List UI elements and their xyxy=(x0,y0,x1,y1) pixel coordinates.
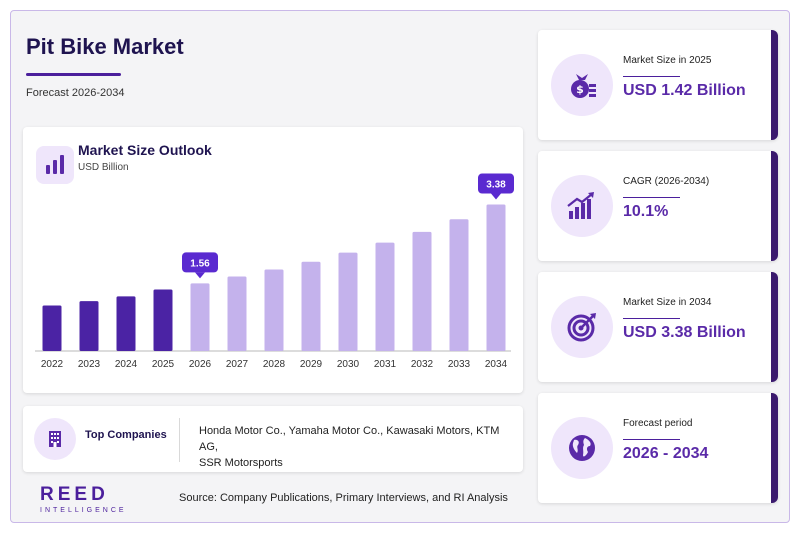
brand-logo: REED INTELLIGENCE xyxy=(40,484,127,514)
x-tick-label: 2033 xyxy=(448,359,471,370)
divider xyxy=(179,418,180,462)
x-tick-label: 2034 xyxy=(485,359,508,370)
bar-2028 xyxy=(264,269,284,351)
stat-card-forecast-period: Forecast period 2026 - 2034 xyxy=(538,393,778,503)
page-subtitle: Forecast 2026-2034 xyxy=(26,87,125,99)
bar-2024 xyxy=(116,296,136,351)
x-tick-label: 2027 xyxy=(226,359,249,370)
x-tick-label: 2025 xyxy=(152,359,175,370)
growth-chart-icon xyxy=(551,175,613,237)
stat-value: 2026 - 2034 xyxy=(623,445,709,462)
data-label-2026: 1.56 xyxy=(182,252,218,279)
data-label-2034: 3.38 xyxy=(478,173,514,200)
stat-value: USD 1.42 Billion xyxy=(623,82,746,99)
bar-2025 xyxy=(153,289,173,351)
bar-2033 xyxy=(449,219,469,351)
stat-value: 10.1% xyxy=(623,203,669,220)
bar-2030 xyxy=(338,252,358,351)
stat-label: CAGR (2026-2034) xyxy=(623,176,710,187)
x-tick-label: 2030 xyxy=(337,359,360,370)
stat-rule xyxy=(623,318,680,319)
stat-rule xyxy=(623,197,680,198)
target-icon xyxy=(551,296,613,358)
x-tick-label: 2023 xyxy=(78,359,101,370)
bar-chart: 2022 2023 2024 2025 2026 2027 2028 2029 2030 2031… xyxy=(35,173,514,370)
companies-list: Honda Motor Co., Yamaha Motor Co., Kawas… xyxy=(199,423,519,471)
companies-line: Honda Motor Co., Yamaha Motor Co., Kawas… xyxy=(199,425,500,453)
stat-rule xyxy=(623,76,680,77)
chart-card: Market Size Outlook USD Billion 2022 2023… xyxy=(23,127,523,393)
top-companies-label: Top Companies xyxy=(85,429,167,441)
stat-card-market-2025: $ Market Size in 2025 USD 1.42 Billion xyxy=(538,30,778,140)
x-tick-label: 2029 xyxy=(300,359,323,370)
bar-2027 xyxy=(227,276,247,351)
title-underline xyxy=(26,73,121,76)
bar-2022 xyxy=(42,305,62,351)
x-tick-label: 2032 xyxy=(411,359,434,370)
x-tick-label: 2031 xyxy=(374,359,397,370)
svg-text:$: $ xyxy=(576,83,584,96)
stat-card-cagr: CAGR (2026-2034) 10.1% xyxy=(538,151,778,261)
globe-icon xyxy=(551,417,613,479)
stat-label: Market Size in 2025 xyxy=(623,55,712,66)
logo-tagline: INTELLIGENCE xyxy=(40,507,127,514)
svg-text:1.56: 1.56 xyxy=(190,258,210,269)
bar-2023 xyxy=(79,301,99,351)
stat-rule xyxy=(623,439,680,440)
chart-title: Market Size Outlook xyxy=(78,142,212,158)
bar-2029 xyxy=(301,261,321,351)
stat-value: USD 3.38 Billion xyxy=(623,324,746,341)
x-tick-label: 2022 xyxy=(41,359,64,370)
x-tick-label: 2024 xyxy=(115,359,138,370)
bar-2026 xyxy=(190,283,210,351)
bar-2032 xyxy=(412,231,432,351)
stat-label: Market Size in 2034 xyxy=(623,297,712,308)
x-tick-label: 2026 xyxy=(189,359,212,370)
companies-line: SSR Motorsports xyxy=(199,457,283,469)
svg-text:3.38: 3.38 xyxy=(486,180,506,191)
logo-wordmark: REED xyxy=(40,484,109,505)
source-note: Source: Company Publications, Primary In… xyxy=(179,492,508,504)
bar-chart-icon xyxy=(36,146,74,184)
stat-card-market-2034: Market Size in 2034 USD 3.38 Billion xyxy=(538,272,778,382)
page-title: Pit Bike Market xyxy=(26,34,184,59)
bar-2034 xyxy=(486,204,506,351)
companies-card: Top Companies Honda Motor Co., Yamaha Mo… xyxy=(23,406,523,472)
stat-label: Forecast period xyxy=(623,418,693,429)
money-bag-icon: $ xyxy=(551,54,613,116)
bar-2031 xyxy=(375,242,395,351)
x-tick-label: 2028 xyxy=(263,359,286,370)
building-icon xyxy=(34,418,76,460)
chart-unit: USD Billion xyxy=(78,162,129,173)
